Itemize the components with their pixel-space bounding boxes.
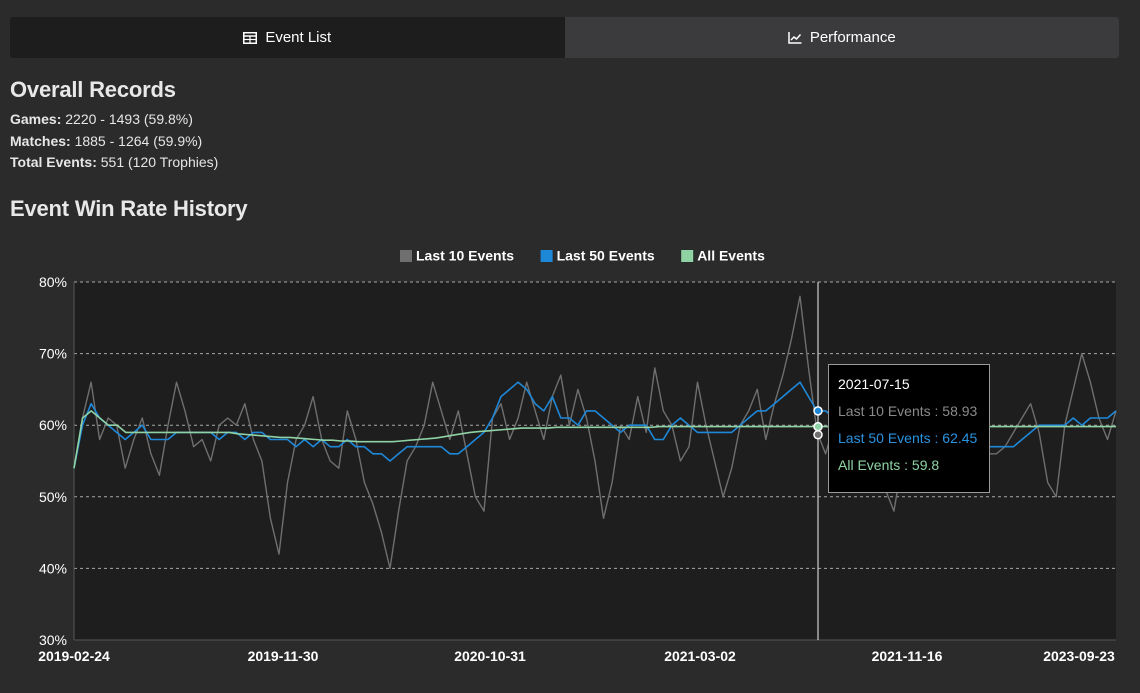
legend-label: All Events <box>697 248 765 264</box>
x-tick-label: 2023-09-23 <box>1043 648 1115 664</box>
events-value: 551 (120 Trophies) <box>100 154 219 170</box>
win-rate-history-title: Event Win Rate History <box>10 196 248 221</box>
tooltip-last10: Last 10 Events : 58.93 <box>838 403 978 419</box>
tab-event-list[interactable]: Event List <box>10 17 565 58</box>
table-icon <box>243 31 258 44</box>
matches-label: Matches: <box>10 133 71 149</box>
x-tick-label: 2021-03-02 <box>664 648 736 664</box>
line-chart-icon <box>788 31 802 44</box>
legend-label: Last 50 Events <box>557 248 655 264</box>
x-tick-label: 2019-11-30 <box>248 648 319 664</box>
hover-marker <box>813 406 823 416</box>
chart-tooltip: 2021-07-15 Last 10 Events : 58.93 Last 5… <box>828 364 990 493</box>
y-tick-label: 80% <box>39 274 67 290</box>
y-tick-label: 30% <box>39 632 67 648</box>
x-tick-label: 2021-11-16 <box>872 648 943 664</box>
games-value: 2220 - 1493 (59.8%) <box>65 111 193 127</box>
overall-records-title: Overall Records <box>10 77 176 102</box>
y-tick-label: 50% <box>39 489 67 505</box>
games-record: Games: 2220 - 1493 (59.8%) <box>10 111 193 127</box>
tooltip-all-events: All Events : 59.8 <box>838 457 940 473</box>
y-tick-label: 40% <box>39 560 67 576</box>
tab-performance[interactable]: Performance <box>564 17 1119 58</box>
legend-swatch <box>681 250 694 262</box>
legend-swatch <box>540 250 553 262</box>
y-tick-label: 60% <box>39 417 67 433</box>
hover-marker <box>813 429 823 440</box>
y-tick-label: 70% <box>39 346 67 362</box>
x-tick-label: 2019-02-24 <box>38 648 110 664</box>
matches-value: 1885 - 1264 (59.9%) <box>74 133 203 149</box>
matches-record: Matches: 1885 - 1264 (59.9%) <box>10 133 202 149</box>
tab-event-list-label: Event List <box>265 29 332 46</box>
tooltip-last50: Last 50 Events : 62.45 <box>838 430 978 446</box>
games-label: Games: <box>10 111 62 127</box>
tooltip-date: 2021-07-15 <box>838 376 910 392</box>
events-record: Total Events: 551 (120 Trophies) <box>10 154 218 170</box>
legend-label: Last 10 Events <box>416 248 514 264</box>
tab-performance-label: Performance <box>809 29 896 46</box>
legend-swatch <box>400 250 412 262</box>
view-tabs: Event List Performance <box>10 17 1119 58</box>
hover-marker <box>813 421 823 432</box>
x-tick-label: 2020-10-31 <box>454 648 526 664</box>
events-label: Total Events: <box>10 154 97 170</box>
